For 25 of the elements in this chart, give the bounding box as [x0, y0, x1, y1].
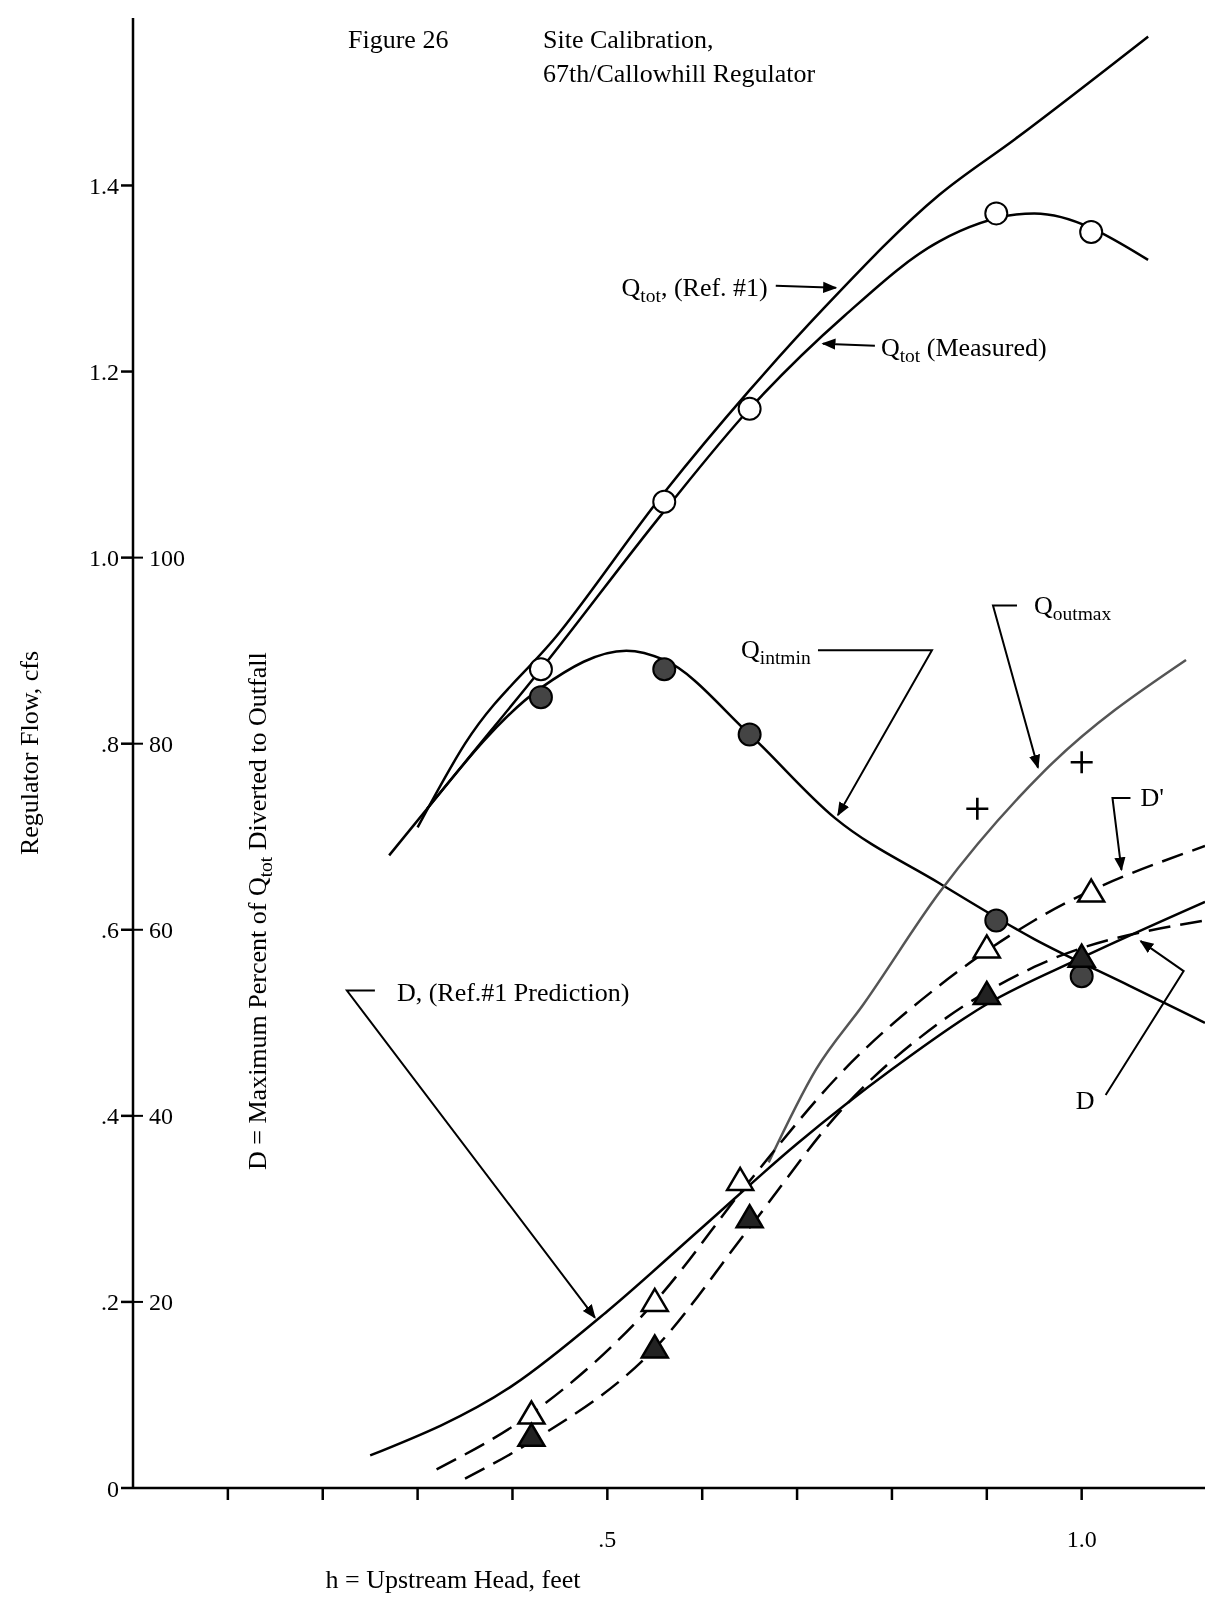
annotation: D': [1140, 782, 1164, 812]
y-tick-label: 1.2: [89, 359, 119, 386]
text: Site Calibration, 67th/Callowhill Regulator: [543, 25, 816, 88]
chart-title: Figure 26: [348, 25, 449, 54]
y-tick-label: .6: [101, 917, 119, 944]
y2-tick-label: 20: [149, 1289, 173, 1316]
annotation: D, (Ref.#1 Prediction): [396, 977, 630, 1007]
y-tick-label: .2: [101, 1289, 119, 1316]
annotation: Q$_{intmin}$: [740, 635, 811, 669]
y-tick-label: 0: [107, 1475, 119, 1502]
annotation: D: [1075, 1086, 1095, 1116]
x-axis-title: h = Upstream Head, feet: [325, 1565, 582, 1594]
y2-tick-label: 100: [149, 545, 185, 572]
annotation: Q$_{tot}$ (Measured): [880, 332, 1047, 366]
annotation: Q$_{outmax}$: [1033, 590, 1112, 624]
x-tick-label: .5: [598, 1526, 617, 1553]
annotation: Q$_{tot}$, (Ref. #1): [621, 272, 768, 306]
y2-tick-label: 60: [149, 917, 173, 944]
y-tick-label: 1.0: [89, 545, 119, 572]
y-tick-label: .8: [101, 731, 119, 758]
y-tick-label: .4: [101, 1103, 119, 1130]
y-axis-title: Regulator Flow, cfs: [15, 650, 44, 856]
y2-tick-label: 40: [149, 1103, 173, 1130]
y-tick-label: 1.4: [89, 172, 119, 199]
y2-tick-label: 80: [149, 731, 173, 758]
